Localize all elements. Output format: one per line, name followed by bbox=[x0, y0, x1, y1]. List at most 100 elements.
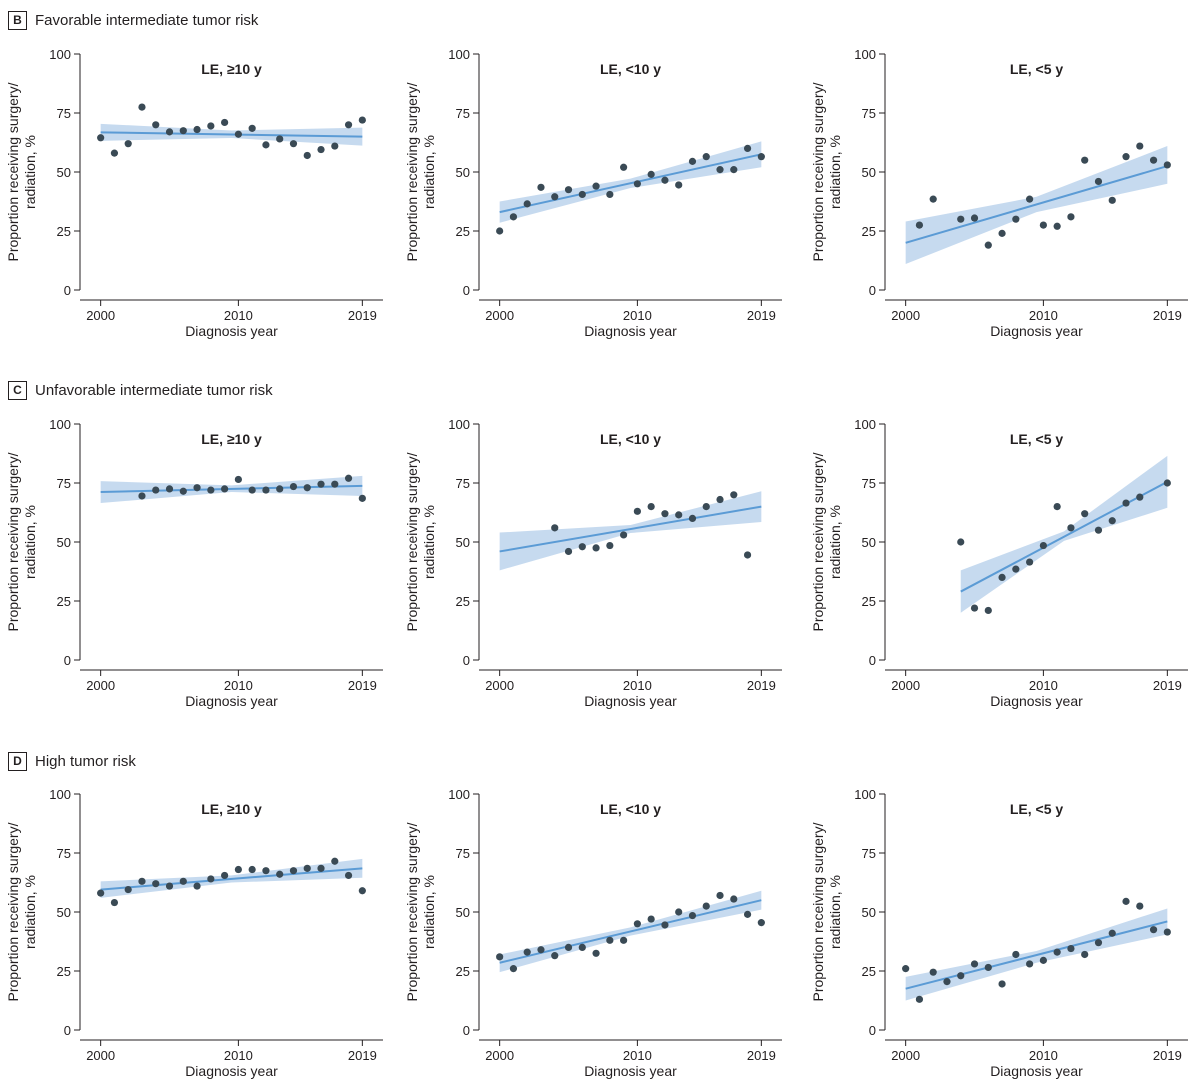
section-title: Unfavorable intermediate tumor risk bbox=[35, 381, 273, 399]
y-tick-label: 75 bbox=[456, 846, 470, 861]
x-tick-label: 2000 bbox=[485, 678, 514, 693]
data-point bbox=[303, 151, 311, 160]
data-point bbox=[1053, 503, 1061, 511]
fit-line bbox=[100, 867, 363, 891]
data-point bbox=[152, 121, 160, 129]
data-point bbox=[647, 170, 655, 178]
data-point bbox=[234, 475, 242, 484]
x-tick-label: 2010 bbox=[1029, 678, 1058, 693]
x-tick-label: 2010 bbox=[1029, 308, 1058, 323]
data-point bbox=[730, 491, 738, 499]
y-tick-label: 50 bbox=[57, 905, 71, 920]
data-point bbox=[179, 127, 187, 135]
y-tick-label: 50 bbox=[456, 165, 470, 180]
data-point bbox=[957, 215, 965, 223]
data-point bbox=[915, 221, 924, 229]
data-point bbox=[110, 149, 119, 157]
y-tick-label: 50 bbox=[862, 165, 876, 180]
data-point bbox=[675, 908, 683, 916]
data-point bbox=[262, 141, 270, 149]
x-tick-label: 2010 bbox=[623, 1048, 652, 1063]
data-point bbox=[633, 507, 641, 515]
data-point bbox=[1053, 948, 1061, 956]
data-point bbox=[1122, 499, 1130, 507]
y-tick-label: 25 bbox=[456, 594, 470, 609]
y-tick-label: 0 bbox=[64, 283, 71, 298]
data-point bbox=[984, 606, 992, 615]
data-point bbox=[688, 514, 697, 523]
section-header-d: D High tumor risk bbox=[8, 749, 136, 773]
y-axis-label: Proportion receiving surgery/radiation, … bbox=[5, 82, 38, 261]
x-tick-label: 2000 bbox=[485, 308, 514, 323]
y-axis-label: Proportion receiving surgery/radiation, … bbox=[5, 822, 38, 1001]
data-point bbox=[317, 145, 325, 154]
fit-line bbox=[905, 165, 1168, 244]
x-axis-label: Diagnosis year bbox=[185, 1063, 278, 1079]
confidence-band bbox=[499, 141, 762, 223]
data-point bbox=[970, 604, 979, 612]
chart-panel: 0 25 50 75 100 2000 2010 2019 Diagnosis year Prop… bbox=[5, 787, 383, 1079]
data-point bbox=[138, 877, 146, 885]
data-point bbox=[688, 157, 697, 165]
data-point bbox=[984, 241, 992, 249]
data-point bbox=[564, 186, 573, 194]
data-point bbox=[1122, 153, 1130, 161]
data-point bbox=[193, 484, 201, 492]
data-point bbox=[152, 880, 160, 888]
data-point bbox=[358, 116, 366, 124]
data-point bbox=[207, 122, 215, 130]
section-letter: B bbox=[8, 10, 27, 30]
y-tick-label: 50 bbox=[57, 165, 71, 180]
data-point bbox=[221, 118, 229, 127]
x-tick-label: 2000 bbox=[891, 678, 920, 693]
panel-title: LE, <5 y bbox=[1010, 61, 1064, 77]
x-tick-label: 2010 bbox=[224, 308, 253, 323]
panel-title: LE, <10 y bbox=[600, 61, 661, 77]
y-tick-label: 0 bbox=[869, 653, 876, 668]
data-point bbox=[757, 153, 765, 161]
data-point bbox=[97, 134, 105, 142]
chart-panel: 0 25 50 75 100 2000 2010 2019 Diagnosis year Prop… bbox=[810, 47, 1188, 339]
y-tick-label: 100 bbox=[854, 787, 876, 802]
data-point bbox=[248, 486, 256, 494]
data-point bbox=[578, 190, 586, 199]
x-tick-label: 2000 bbox=[485, 1048, 514, 1063]
x-tick-label: 2000 bbox=[86, 1048, 115, 1063]
data-point bbox=[358, 494, 366, 502]
chart-panel: 0 25 50 75 100 2000 2010 2019 Diagnosis year Prop… bbox=[5, 417, 383, 709]
y-tick-label: 25 bbox=[57, 964, 71, 979]
data-point bbox=[234, 865, 242, 874]
data-point bbox=[97, 889, 105, 897]
fit-line bbox=[499, 505, 762, 553]
data-point bbox=[957, 972, 965, 980]
y-tick-label: 100 bbox=[854, 417, 876, 432]
data-point bbox=[661, 921, 669, 929]
y-axis-label: Proportion receiving surgery/radiation, … bbox=[810, 452, 843, 631]
y-axis-label: Proportion receiving surgery/radiation, … bbox=[404, 822, 437, 1001]
data-point bbox=[578, 943, 586, 952]
data-point bbox=[902, 965, 910, 973]
data-point bbox=[248, 865, 256, 874]
data-point bbox=[344, 121, 353, 129]
x-tick-label: 2019 bbox=[747, 308, 776, 323]
section-letter: D bbox=[8, 751, 27, 771]
data-point bbox=[1081, 510, 1089, 518]
data-point bbox=[757, 919, 765, 927]
data-point bbox=[702, 503, 710, 511]
data-point bbox=[234, 130, 242, 138]
data-point bbox=[564, 943, 573, 952]
data-point bbox=[1039, 956, 1047, 964]
y-tick-label: 25 bbox=[456, 224, 470, 239]
data-point bbox=[1039, 541, 1047, 550]
data-point bbox=[110, 898, 119, 907]
data-point bbox=[317, 864, 325, 872]
data-point bbox=[1094, 177, 1103, 186]
data-point bbox=[551, 952, 559, 960]
data-point bbox=[276, 870, 284, 878]
y-tick-label: 0 bbox=[463, 283, 470, 298]
data-point bbox=[221, 485, 229, 493]
data-point bbox=[620, 531, 628, 539]
y-tick-label: 100 bbox=[448, 787, 470, 802]
data-point bbox=[1094, 939, 1103, 947]
data-point bbox=[344, 474, 353, 482]
